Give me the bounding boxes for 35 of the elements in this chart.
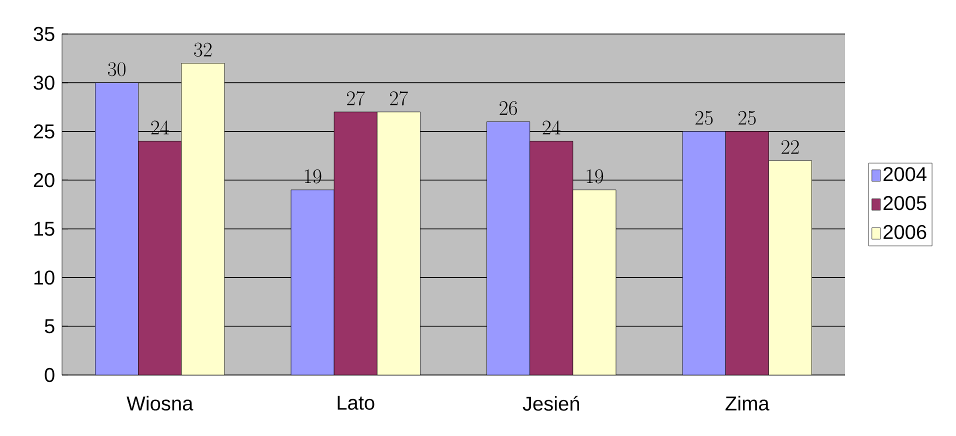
legend-label: 2006 <box>884 224 926 240</box>
data-label: 25 <box>695 110 713 125</box>
bar <box>530 141 573 375</box>
bar <box>181 63 224 375</box>
bar <box>486 122 530 375</box>
bar <box>377 112 420 375</box>
bar <box>334 112 378 375</box>
y-tick-label: 10 <box>34 270 54 285</box>
data-label: 32 <box>194 42 212 57</box>
y-tick-label: 30 <box>34 76 54 90</box>
bar <box>768 160 812 375</box>
x-tick-label: Lato <box>338 396 374 410</box>
y-tick-label: 5 <box>44 319 54 334</box>
data-label: 26 <box>500 101 517 116</box>
bar <box>138 141 182 375</box>
data-label: 27 <box>346 91 365 106</box>
bar <box>572 190 616 375</box>
y-tick-label: 0 <box>44 368 54 382</box>
x-tick-label: Wiosna <box>126 396 194 411</box>
x-tick-label: Zima <box>726 396 770 411</box>
bar <box>682 131 726 375</box>
bar <box>95 82 138 375</box>
data-label: 22 <box>782 140 799 154</box>
data-label: 30 <box>108 62 126 76</box>
y-tick-label: 35 <box>34 26 54 42</box>
y-tick-label: 15 <box>34 222 54 236</box>
bar <box>291 190 334 375</box>
data-label: 25 <box>738 110 756 125</box>
y-tick-label: 25 <box>34 124 54 139</box>
x-tick-label: Jesień <box>522 396 580 411</box>
legend-label: 2004 <box>884 167 926 182</box>
legend-label: 2005 <box>884 196 926 210</box>
bar <box>725 131 769 375</box>
data-label: 27 <box>390 91 408 106</box>
y-tick-label: 20 <box>34 173 54 188</box>
